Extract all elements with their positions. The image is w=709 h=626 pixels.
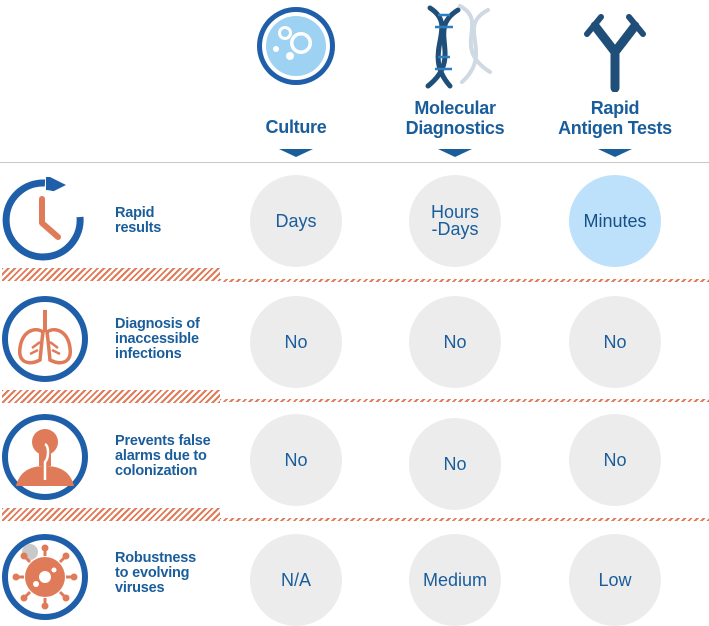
antibody-icon (584, 14, 646, 92)
cell-molecular-rapid-results: Hours -Days (409, 175, 501, 267)
column-label-molecular: Molecular Diagnostics (405, 98, 505, 138)
row-label-false-alarms: Prevents false alarms due to colonizatio… (115, 433, 211, 479)
header-divider (0, 162, 709, 163)
cell-culture-robustness: N/A (250, 534, 342, 626)
cell-antigen-false-alarms: No (569, 414, 661, 506)
petri-dish-icon (257, 7, 335, 85)
row-separator (2, 390, 220, 403)
row-label-rapid-results: Rapid results (115, 205, 162, 236)
dna-icon (425, 4, 492, 89)
row-separator-line (220, 279, 709, 282)
row-separator-line (220, 518, 709, 521)
lungs-icon (2, 296, 88, 382)
column-label-antigen: Rapid Antigen Tests (558, 98, 672, 138)
cell-culture-inaccessible-infections: No (250, 296, 342, 388)
cell-culture-rapid-results: Days (250, 175, 342, 267)
column-label-culture: Culture (265, 117, 327, 137)
row-label-robustness: Robustness to evolving viruses (115, 550, 196, 596)
cell-molecular-inaccessible-infections: No (409, 296, 501, 388)
row-separator (2, 508, 220, 521)
chevron-down-icon (598, 149, 632, 157)
clock-icon (2, 177, 84, 261)
virus-icon (2, 534, 88, 620)
cell-antigen-rapid-results: Minutes (569, 175, 661, 267)
cell-molecular-robustness: Medium (409, 534, 501, 626)
chevron-down-icon (279, 149, 313, 157)
cell-antigen-inaccessible-infections: No (569, 296, 661, 388)
respiratory-tract-icon (2, 414, 88, 500)
row-separator-line (220, 399, 709, 402)
cell-antigen-robustness: Low (569, 534, 661, 626)
chevron-down-icon (438, 149, 472, 157)
row-separator (2, 268, 220, 281)
cell-molecular-false-alarms: No (409, 418, 501, 510)
cell-culture-false-alarms: No (250, 414, 342, 506)
row-label-inaccessible-infections: Diagnosis of inaccessible infections (115, 316, 200, 362)
